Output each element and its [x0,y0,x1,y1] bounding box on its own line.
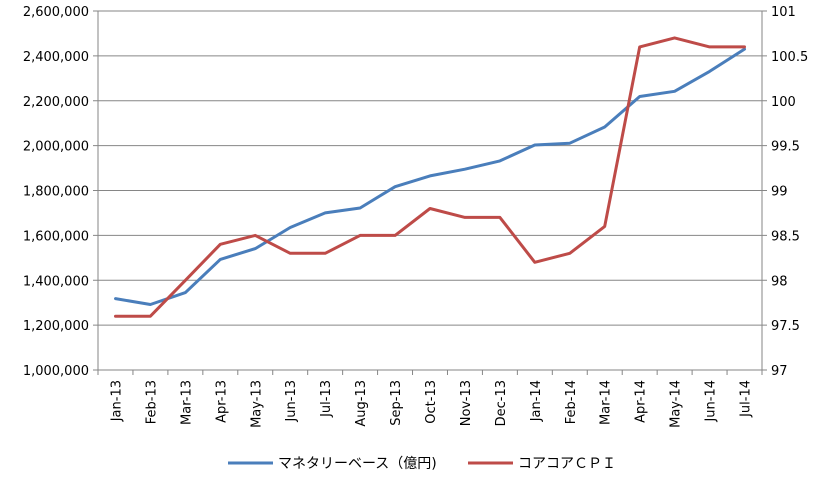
right-tick-label: 98.5 [771,229,800,244]
left-tick-label: 2,200,000 [23,95,89,110]
x-tick-label: Jul-14 [739,380,754,418]
x-tick-label: Dec-13 [494,380,509,426]
left-tick-label: 1,800,000 [23,185,89,200]
x-tick-label: Nov-13 [459,380,474,426]
x-tick-label: May-14 [669,380,684,428]
legend-label-1: マネタリーベース（億円) [278,456,437,472]
right-tick-label: 97.5 [771,319,800,334]
left-tick-label: 1,600,000 [23,229,89,244]
right-tick-label: 99 [771,185,788,200]
right-tick-label: 98 [771,274,788,289]
right-tick-label: 100 [771,95,796,110]
legend: マネタリーベース（億円) コアコアＣＰＩ [228,456,616,472]
right-tick-label: 97 [771,364,788,379]
x-tick-label: Mar-14 [599,380,614,425]
x-tick-label: Mar-13 [179,380,194,425]
x-axis-ticks: Jan-13 Feb-13 Mar-13 Apr-13 May-13 Jun-13 Jul-… [97,370,763,428]
left-tick-label: 2,400,000 [23,50,89,65]
x-tick-label: Oct-13 [424,380,439,424]
series-line-2 [114,36,746,318]
right-tick-label: 100.5 [771,50,808,65]
x-tick-label: Jun-13 [284,380,299,423]
gridlines [97,10,763,371]
right-tick-label: 101 [771,5,796,20]
x-tick-label: Apr-14 [634,380,649,423]
x-tick-label: Apr-13 [214,380,229,423]
right-tick-label: 99.5 [771,140,800,155]
series-lines [114,36,746,318]
x-tick-label: May-13 [249,380,264,428]
left-axis-ticks: 1,000,000 1,200,000 1,400,000 1,600,000 1,80… [23,5,98,379]
left-tick-label: 1,400,000 [23,274,89,289]
x-tick-label: Sep-13 [389,380,404,426]
right-axis-ticks: 97 97.5 98 98.5 99 99.5 100 100.5 101 [762,5,808,379]
x-tick-label: Jan-14 [529,380,544,422]
left-tick-label: 1,000,000 [23,364,89,379]
series-line-1 [114,47,746,306]
x-tick-label: Jul-13 [319,380,334,418]
x-tick-label: Jun-14 [704,380,719,423]
left-tick-label: 1,200,000 [23,319,89,334]
x-tick-label: Aug-13 [354,380,369,427]
x-tick-label: Feb-13 [144,380,159,424]
x-tick-label: Jan-13 [109,380,124,422]
legend-label-2: コアコアＣＰＩ [518,456,616,472]
left-tick-label: 2,000,000 [23,140,89,155]
left-tick-label: 2,600,000 [23,5,89,20]
x-tick-label: Feb-14 [564,380,579,424]
